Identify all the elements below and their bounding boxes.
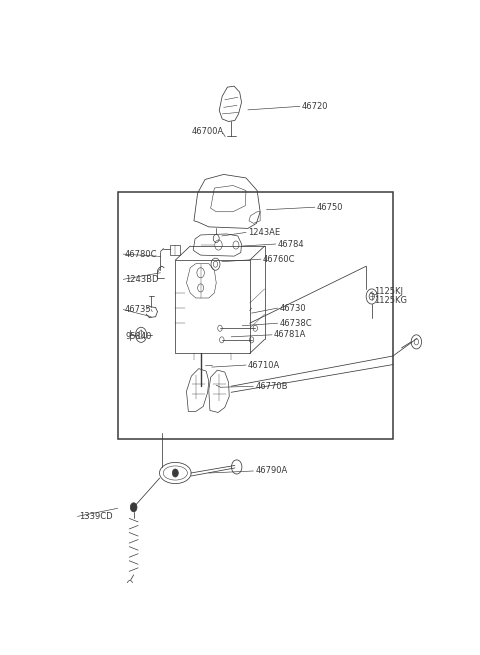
Text: 95840: 95840 [125, 332, 152, 341]
Text: 1243AE: 1243AE [248, 228, 280, 237]
Text: 46720: 46720 [302, 102, 328, 111]
Text: 46770B: 46770B [255, 382, 288, 391]
Text: 46700A: 46700A [192, 127, 224, 136]
Text: 46780C: 46780C [125, 250, 157, 259]
Text: 46738C: 46738C [279, 319, 312, 328]
Circle shape [172, 469, 178, 477]
Text: 46750: 46750 [317, 202, 343, 212]
Text: 46730: 46730 [279, 303, 306, 312]
Text: 46790A: 46790A [255, 466, 288, 476]
Text: 46735: 46735 [125, 305, 152, 314]
Text: 1339CD: 1339CD [79, 512, 113, 521]
Text: 1125KJ: 1125KJ [374, 287, 403, 296]
Text: 1125KG: 1125KG [374, 296, 408, 305]
Text: 46781A: 46781A [274, 330, 306, 339]
Text: 46760C: 46760C [263, 255, 295, 264]
Text: 46710A: 46710A [248, 360, 280, 369]
Circle shape [130, 503, 137, 512]
Text: 1243BD: 1243BD [125, 275, 158, 284]
Text: 46784: 46784 [277, 240, 304, 248]
Bar [118, 192, 393, 440]
